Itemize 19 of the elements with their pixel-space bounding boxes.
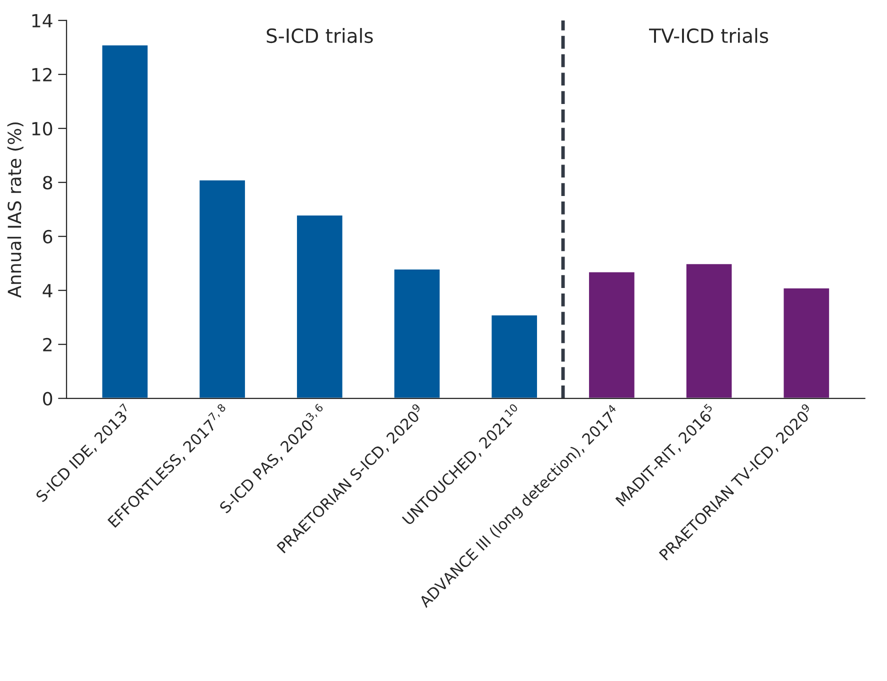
y-tick-label: 8 [43, 176, 52, 190]
y-tick-label: 10 [32, 122, 52, 136]
bar [685, 262, 734, 398]
bar [782, 287, 830, 398]
y-tick-label: 4 [42, 284, 52, 298]
bar [490, 314, 538, 398]
bar [588, 270, 636, 398]
bar [100, 44, 149, 398]
annotation: S-ICD trials [266, 28, 373, 44]
y-tick-label: 2 [43, 338, 52, 352]
annotation: TV-ICD trials [649, 28, 768, 44]
y-tick-label: 12 [32, 68, 52, 82]
y-tick-label: 0 [43, 392, 52, 406]
y-tick-label: 14 [32, 14, 52, 28]
y-axis-title: Annual IAS rate (%) [7, 122, 24, 298]
y-tick-label: 6 [43, 230, 52, 244]
bar [296, 214, 344, 398]
bar [198, 179, 246, 398]
bar [392, 268, 442, 398]
